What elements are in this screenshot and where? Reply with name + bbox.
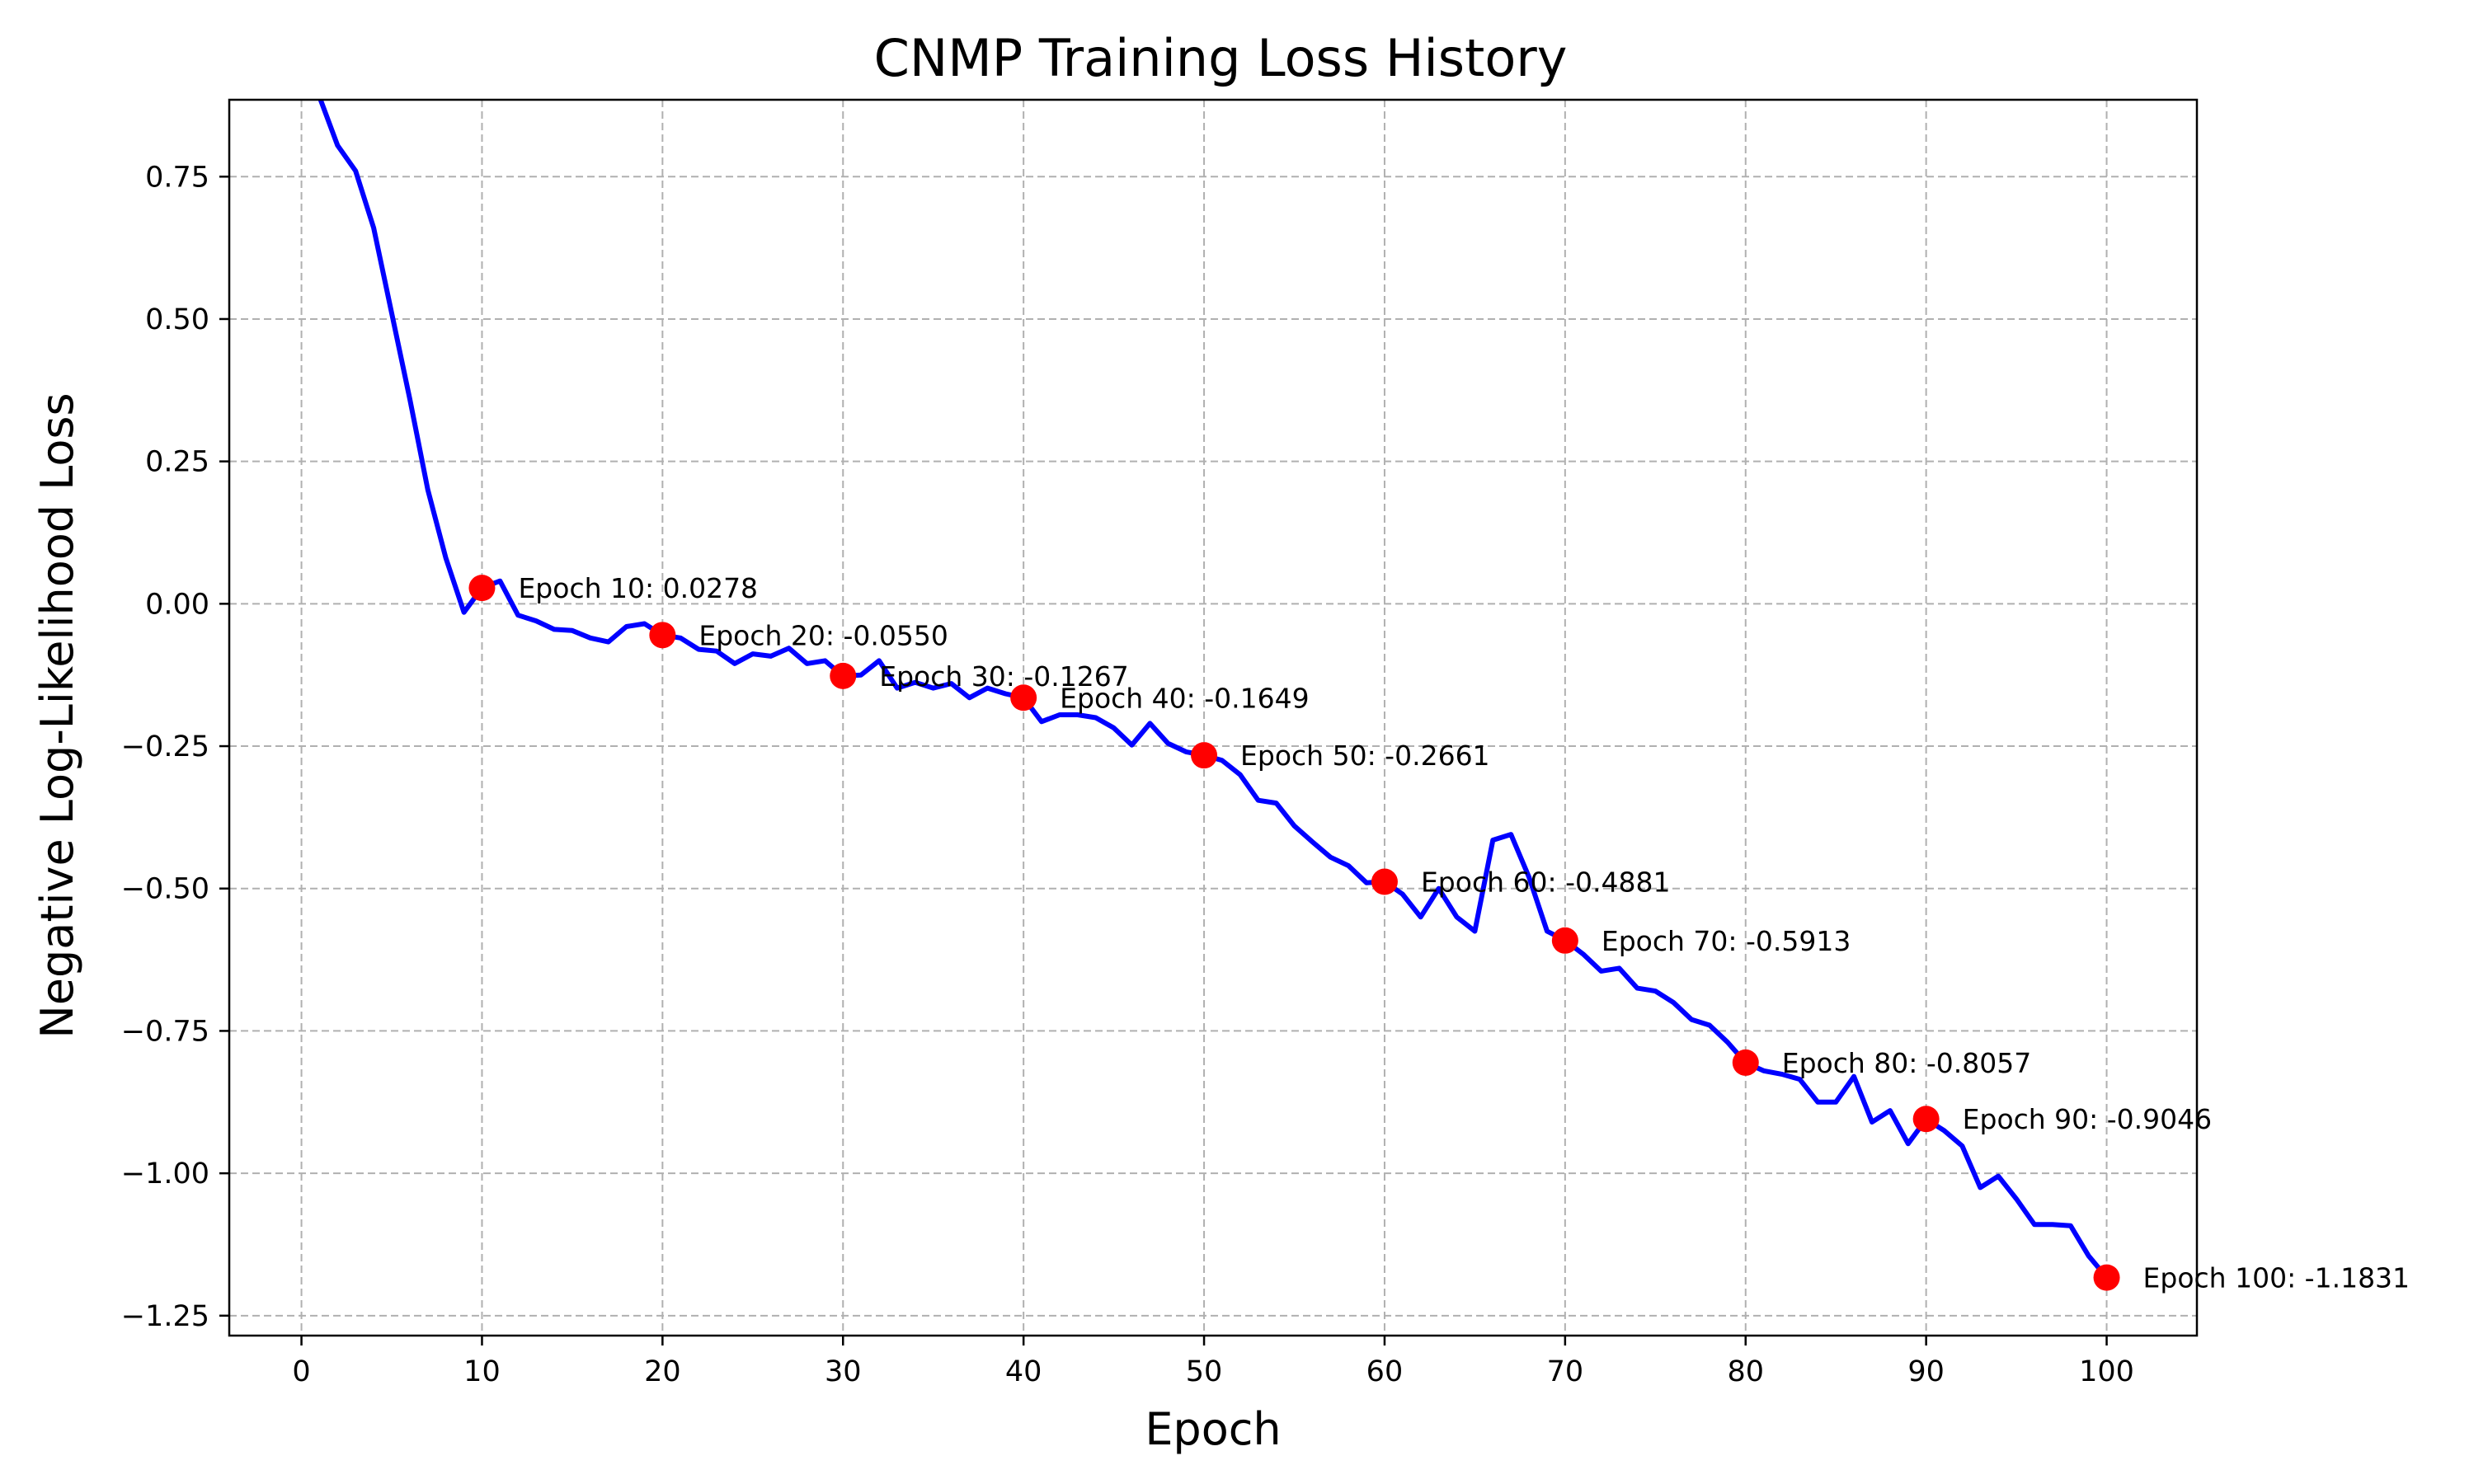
x-tick-label: 0 <box>292 1355 310 1388</box>
epoch-marker <box>2093 1264 2120 1291</box>
epoch-marker <box>1371 868 1398 895</box>
epoch-marker <box>1551 927 1578 954</box>
y-tick-label: −0.75 <box>121 1015 209 1048</box>
y-tick-label: −0.50 <box>121 873 209 906</box>
plot-frame <box>228 98 2199 1337</box>
x-tick-label: 20 <box>644 1355 681 1388</box>
y-tick-label: 0.00 <box>145 588 209 621</box>
x-tick-label: 100 <box>2079 1355 2134 1388</box>
epoch-marker <box>1732 1049 1759 1076</box>
epoch-annotation: Epoch 30: -0.1267 <box>879 660 1129 693</box>
epoch-marker <box>1010 684 1037 711</box>
x-tick-label: 60 <box>1366 1355 1404 1388</box>
y-tick-label: 0.75 <box>145 161 209 194</box>
chart-title: CNMP Training Loss History <box>874 28 1568 88</box>
epoch-annotation: Epoch 40: -0.1649 <box>1060 682 1310 714</box>
x-tick-label: 50 <box>1186 1355 1223 1388</box>
y-axis: 0.75 0.50 0.25 0.00 −0.25 −0.50 −0.75 −1.00 −1.2… <box>121 161 229 1333</box>
marker-layer: Epoch 10: 0.0278 Epoch 20: -0.0550 Epoch 3… <box>468 572 2410 1294</box>
x-tick-label: 80 <box>1727 1355 1764 1388</box>
epoch-marker <box>468 575 496 602</box>
epoch-marker <box>649 622 676 649</box>
epoch-annotation: Epoch 90: -0.9046 <box>1963 1103 2213 1135</box>
grid <box>229 100 2197 1336</box>
x-tick-label: 30 <box>825 1355 862 1388</box>
x-tick-label: 40 <box>1005 1355 1042 1388</box>
epoch-marker <box>1912 1106 1940 1133</box>
epoch-annotation: Epoch 100: -1.1831 <box>2143 1262 2411 1294</box>
y-tick-label: 0.25 <box>145 446 209 479</box>
x-axis: 0 10 20 30 40 50 60 70 80 90 100 <box>292 1336 2134 1388</box>
y-tick-label: 0.50 <box>145 303 209 336</box>
x-tick-label: 90 <box>1907 1355 1945 1388</box>
x-tick-label: 10 <box>463 1355 501 1388</box>
y-tick-label: −0.25 <box>121 730 209 763</box>
epoch-marker <box>830 662 857 689</box>
epoch-annotation: Epoch 50: -0.2661 <box>1240 740 1490 772</box>
epoch-annotation: Epoch 80: -0.8057 <box>1782 1047 2032 1079</box>
epoch-annotation: Epoch 70: -0.5913 <box>1602 925 1851 957</box>
epoch-annotation: Epoch 20: -0.0550 <box>698 619 948 651</box>
epoch-annotation: Epoch 60: -0.4881 <box>1421 866 1671 899</box>
x-tick-label: 70 <box>1547 1355 1584 1388</box>
epoch-marker <box>1191 742 1218 769</box>
epoch-annotation: Epoch 10: 0.0278 <box>518 572 758 604</box>
x-axis-label: Epoch <box>1145 1403 1281 1455</box>
y-tick-label: −1.25 <box>121 1300 209 1333</box>
y-axis-label: Negative Log-Likelihood Loss <box>31 392 83 1038</box>
y-tick-label: −1.00 <box>121 1158 209 1190</box>
